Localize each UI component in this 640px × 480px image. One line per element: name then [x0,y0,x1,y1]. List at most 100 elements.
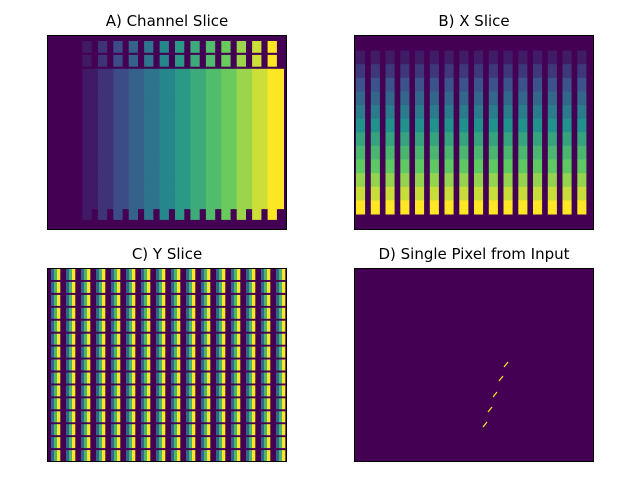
heatmap-cell [129,398,133,410]
heatmap-cell [144,372,148,384]
heatmap-cell [159,294,163,306]
heatmap-cell [234,269,238,280]
heatmap-cell [198,385,202,397]
heatmap-cell [99,385,103,397]
heatmap-cell [231,294,235,306]
heatmap-cell [144,346,148,358]
heatmap-cell [261,385,265,397]
heatmap-cell [213,385,217,397]
heatmap-cell [81,359,85,371]
heatmap-cell [577,159,587,174]
heatmap-cell [84,398,88,410]
heatmap-cell [429,64,439,79]
heatmap-cell [108,307,112,319]
heatmap-cell [533,132,543,147]
heatmap-cell [138,307,142,319]
heatmap-cell [356,64,366,79]
heatmap-cell [159,124,176,140]
heatmap-cell [577,91,587,106]
heatmap-cell [459,159,469,174]
heatmap-cell [192,307,196,319]
heatmap-cell [175,152,192,168]
heatmap-cell [162,320,166,332]
heatmap-cell [249,372,253,384]
heatmap-cell [57,281,61,293]
heatmap-cell [237,411,241,423]
heatmap-cell [128,124,146,140]
heatmap-cell [459,118,469,133]
heatmap-cell [192,411,196,423]
heatmap-cell [99,294,103,306]
heatmap-cell [78,333,82,345]
bright-pixel-mark [498,375,504,382]
heatmap-cell [93,411,97,423]
heatmap-cell [562,118,572,133]
heatmap-cell [128,68,146,84]
heatmap-cell [547,132,557,147]
heatmap-cell [429,186,439,201]
heatmap-cell [237,372,241,384]
heatmap-cell [231,346,235,358]
heatmap-cell [108,320,112,332]
heatmap-cell [231,424,235,436]
heatmap-cell [267,424,271,436]
heatmap-cell [533,37,543,52]
heatmap-cell [67,96,77,109]
heatmap-cell [123,281,127,293]
heatmap-cell [78,346,82,358]
bright-pixel-mark [487,406,493,413]
heatmap-cell [204,450,208,462]
heatmap-cell [156,372,160,384]
heatmap-cell [216,385,220,397]
heatmap-cell [99,411,103,423]
heatmap-cell [356,105,366,120]
heatmap-cell [249,450,253,462]
heatmap-cell [190,96,207,112]
heatmap-cell [204,372,208,384]
heatmap-cell [96,372,100,384]
heatmap-cell [183,398,187,410]
heatmap-cell [252,307,256,319]
heatmap-cell [159,54,169,67]
heatmap-cell [252,346,256,358]
heatmap-cell [102,307,106,319]
heatmap-cell [48,346,52,358]
heatmap-cell [114,269,118,280]
heatmap-cell [207,307,211,319]
heatmap-cell [258,269,262,280]
heatmap-cell [177,307,181,319]
heatmap-cell [273,450,277,462]
heatmap-cell [213,294,217,306]
heatmap-cell [222,411,226,423]
heatmap-cell [219,307,223,319]
heatmap-cell [429,77,439,92]
heatmap-cell [356,91,366,106]
heatmap-cell [183,411,187,423]
heatmap-cell [252,372,256,384]
heatmap-x-slice [354,35,594,230]
heatmap-cell [264,359,268,371]
heatmap-cell [168,346,172,358]
heatmap-cell [503,50,513,65]
heatmap-cell [204,269,208,280]
axes-frame [354,268,594,462]
heatmap-cell [261,398,265,410]
heatmap-cell [175,54,185,67]
heatmap-cell [459,50,469,65]
heatmap-cell [252,96,269,112]
heatmap-cell [138,346,142,358]
heatmap-cell [258,385,262,397]
heatmap-cell [385,132,395,147]
heatmap-cell [201,333,205,345]
heatmap-cell [228,450,232,462]
heatmap-cell [547,64,557,79]
heatmap-cell [117,269,121,280]
heatmap-cell [204,411,208,423]
heatmap-cell [174,281,178,293]
heatmap-cell [231,411,235,423]
heatmap-cell [400,37,410,52]
heatmap-cell [186,269,190,280]
heatmap-cell [159,68,176,84]
heatmap-cell [370,118,380,133]
heatmap-cell [267,180,284,196]
